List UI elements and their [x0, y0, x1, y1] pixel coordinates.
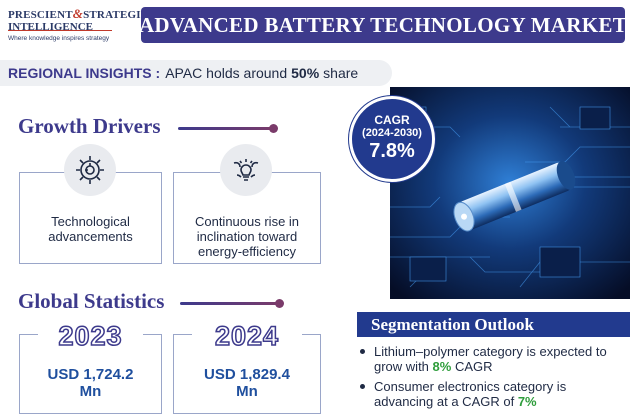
- global-statistics-rule: [180, 299, 284, 308]
- title-banner: ADVANCED BATTERY TECHNOLOGY MARKET: [138, 7, 628, 43]
- logo-line-1: PRESCIENT&STRATEGIC: [8, 6, 149, 21]
- global-statistics-heading: Global Statistics: [18, 289, 165, 313]
- segmentation-heading-bar: Segmentation Outlook: [357, 312, 630, 337]
- stat-value: USD 1,829.4 Mn: [204, 366, 290, 400]
- regional-insights-bar: REGIONAL INSIGHTS : APAC holds around 50…: [0, 60, 392, 86]
- driver-text: Continuous rise in inclination toward en…: [194, 214, 300, 259]
- lightbulb-leaf-icon: [220, 144, 272, 196]
- segmentation-heading: Segmentation Outlook: [371, 314, 534, 334]
- page-title: ADVANCED BATTERY TECHNOLOGY MARKET: [138, 12, 628, 37]
- stat-card-2024: 2024 USD 1,829.4 Mn: [173, 320, 321, 414]
- driver-text: Technological advancements: [48, 214, 133, 244]
- growth-drivers-heading: Growth Drivers: [18, 114, 161, 138]
- logo-tagline: Where knowledge inspires strategy: [8, 35, 110, 42]
- list-item: Lithium–polymer category is expected to …: [357, 344, 627, 374]
- regional-insights-label: REGIONAL INSIGHTS :: [8, 65, 161, 81]
- cagr-label: CAGR: [374, 113, 410, 127]
- stat-year: 2024: [214, 320, 280, 352]
- highlight-value: 7%: [517, 394, 537, 409]
- segmentation-list: Lithium–polymer category is expected to …: [357, 344, 627, 414]
- cagr-period: (2024-2030): [362, 127, 422, 139]
- highlight-value: 8%: [432, 359, 452, 374]
- cagr-value: 7.8%: [369, 140, 415, 162]
- stat-value: USD 1,724.2 Mn: [47, 366, 134, 400]
- logo-line-2: INTELLIGENCE: [8, 21, 93, 33]
- company-logo: PRESCIENT&STRATEGIC INTELLIGENCE Where k…: [8, 6, 149, 48]
- stat-card-2023: 2023 USD 1,724.2 Mn: [19, 320, 162, 414]
- growth-drivers-rule: [178, 124, 278, 133]
- list-item: Consumer electronics category is advanci…: [357, 379, 627, 409]
- regional-insights-text: APAC holds around: [165, 65, 288, 81]
- cagr-badge: CAGR (2024-2030) 7.8%: [349, 96, 435, 182]
- regional-share-value: 50%: [291, 65, 320, 81]
- regional-insights-suffix: share: [323, 65, 359, 81]
- stat-year: 2023: [58, 320, 123, 352]
- logo-divider: [8, 30, 112, 31]
- gear-circuit-icon: [64, 144, 116, 196]
